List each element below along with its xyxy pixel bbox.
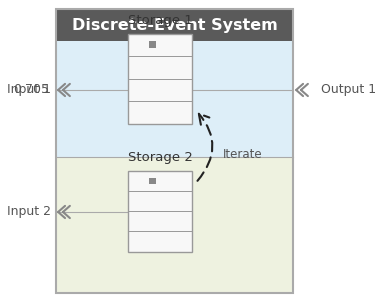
FancyArrowPatch shape: [198, 114, 212, 181]
Bar: [128, 171, 192, 252]
Bar: [149, 178, 156, 184]
Bar: [56, 9, 293, 41]
Text: Iterate: Iterate: [222, 148, 262, 160]
Bar: [56, 9, 293, 293]
Bar: [56, 41, 293, 157]
Text: Storage 1: Storage 1: [128, 14, 193, 27]
Text: Output 1: Output 1: [321, 84, 376, 96]
Text: Input 2: Input 2: [7, 206, 51, 218]
Text: Storage 2: Storage 2: [128, 151, 193, 164]
Text: 0.705: 0.705: [13, 84, 49, 96]
Bar: [149, 41, 156, 48]
Bar: [56, 157, 293, 293]
Bar: [128, 34, 192, 124]
Text: Discrete-Event System: Discrete-Event System: [72, 18, 278, 33]
Text: Input 1: Input 1: [7, 84, 51, 96]
